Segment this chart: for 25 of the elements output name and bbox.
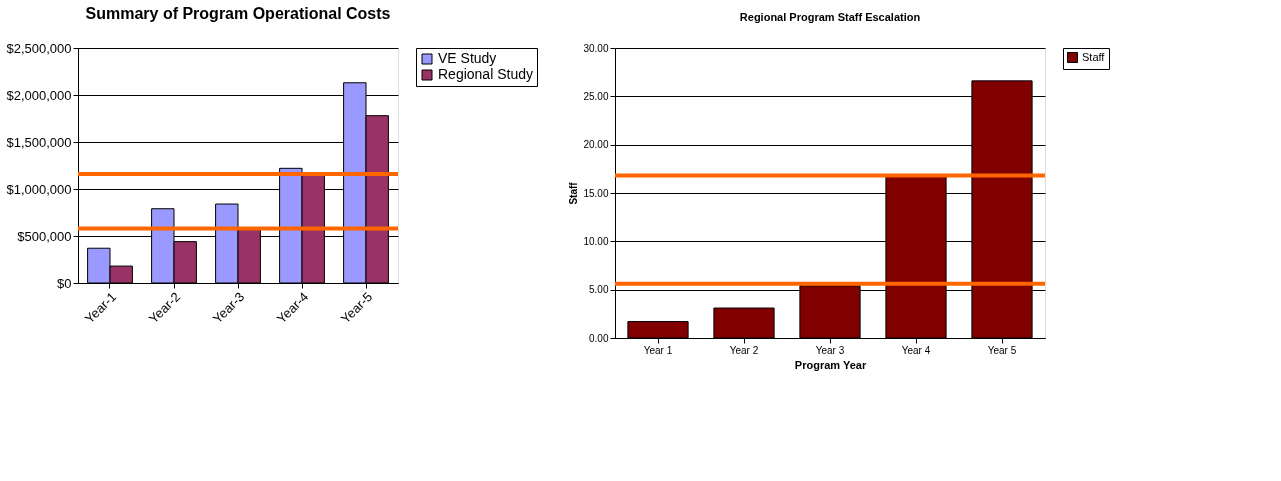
y-tick-label: 0.00 [589,332,609,344]
legend-label: Regional Study [438,66,533,82]
x-tick-label: Year 4 [901,344,931,356]
x-tick-label: Year 1 [643,344,673,356]
legend-label: Staff [1082,50,1106,63]
y-tick-label: 15.00 [583,187,609,199]
x-axis-title: Program Year [794,358,867,371]
y-tick-label: 20.00 [583,139,609,151]
y-tick-label: $500,000 [17,228,72,244]
y-tick-label: 10.00 [583,235,609,247]
y-tick-label: 5.00 [589,284,609,296]
x-tick-label: Year 5 [987,344,1017,356]
chart-title: Regional Program Staff Escalation [739,11,921,23]
y-tick-label: $0 [57,275,72,291]
x-tick-label: Year 3 [815,344,845,356]
legend-label: VE Study [438,50,497,66]
y-tick-label: $2,500,000 [6,40,72,56]
y-tick-label: $1,500,000 [6,134,72,150]
y-tick-label: 30.00 [583,42,609,54]
x-tick-label: Year 2 [729,344,759,356]
y-axis-title: Staff [568,181,580,205]
chart-title: Summary of Program Operational Costs [85,5,391,22]
y-tick-label: $2,000,000 [6,87,72,103]
y-tick-label: $1,000,000 [6,181,72,197]
y-tick-label: 25.00 [583,90,609,102]
